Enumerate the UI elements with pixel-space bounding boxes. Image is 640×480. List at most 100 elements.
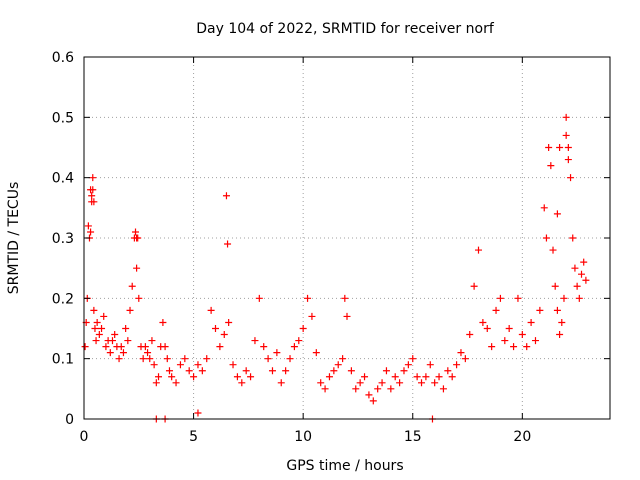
data-point (159, 318, 167, 326)
data-point (126, 306, 134, 314)
data-point (90, 198, 98, 206)
data-point (339, 355, 347, 363)
data-point (128, 282, 136, 290)
data-point (100, 312, 108, 320)
data-point (435, 373, 443, 381)
y-tick-label: 0.5 (52, 110, 74, 126)
data-point (247, 373, 255, 381)
data-point (439, 385, 447, 393)
data-point (185, 367, 193, 375)
data-point (564, 156, 572, 164)
data-point (582, 276, 590, 284)
data-point (122, 325, 130, 332)
data-point (514, 294, 522, 302)
data-point (444, 367, 452, 375)
data-point (387, 385, 395, 393)
data-point (290, 343, 298, 351)
data-point (475, 246, 482, 254)
y-axis-label: SRMTID / TECUs (6, 182, 22, 295)
data-point (238, 379, 246, 387)
data-point (334, 361, 342, 369)
data-point (134, 234, 142, 242)
data-point (194, 361, 202, 369)
data-point (391, 373, 399, 381)
data-point (176, 361, 184, 369)
data-point (374, 385, 382, 393)
data-point (347, 367, 355, 375)
data-point (343, 312, 351, 320)
data-point (369, 397, 377, 405)
data-point (141, 343, 149, 351)
data-point (505, 325, 513, 332)
data-point (466, 331, 474, 339)
data-point (567, 174, 575, 182)
data-point (488, 343, 496, 351)
data-point (501, 337, 509, 345)
x-tick-label: 10 (294, 429, 312, 445)
data-point (571, 264, 579, 272)
data-point (84, 222, 92, 230)
data-point (540, 204, 548, 212)
data-point (422, 373, 430, 381)
data-point (562, 113, 570, 121)
data-point (453, 361, 461, 369)
data-point (580, 258, 588, 266)
data-point (558, 318, 566, 326)
data-point (148, 337, 156, 345)
data-point (163, 355, 171, 363)
data-point (115, 355, 123, 363)
data-point (132, 228, 140, 236)
x-tick-label: 20 (513, 429, 531, 445)
data-point (172, 379, 180, 387)
data-point (483, 325, 491, 332)
data-point (492, 306, 500, 314)
data-point (365, 391, 373, 399)
data-point (135, 294, 143, 302)
data-point (531, 337, 539, 345)
data-point (212, 325, 219, 332)
data-point (150, 361, 158, 369)
data-point (542, 234, 550, 242)
data-point (277, 379, 285, 387)
data-point (461, 355, 469, 363)
data-point (220, 331, 228, 339)
data-point (549, 246, 557, 254)
data-point (551, 282, 559, 290)
y-tick-label: 0.2 (52, 291, 74, 307)
data-point (273, 349, 281, 357)
data-point (155, 373, 163, 381)
data-point (207, 306, 215, 314)
x-tick-label: 5 (189, 429, 198, 445)
data-point (133, 264, 141, 272)
y-tick-label: 0.6 (52, 50, 74, 66)
data-point (378, 379, 386, 387)
data-point (308, 312, 316, 320)
data-point (251, 337, 259, 345)
data-point (216, 343, 224, 351)
data-point (190, 373, 198, 381)
data-point (89, 186, 97, 194)
data-point (89, 174, 97, 182)
data-point (413, 373, 421, 381)
data-point (400, 367, 408, 375)
data-point (556, 144, 564, 151)
data-point (312, 349, 320, 357)
data-point (556, 331, 564, 339)
x-axis-label: GPS time / hours (286, 458, 403, 474)
data-point (562, 131, 570, 139)
data-point (260, 343, 268, 351)
axis-ticks: 0 0.1 0.2 0.3 0.4 0.5 0.6 0 5 10 15 20 (52, 50, 610, 445)
data-point (404, 361, 412, 369)
data-point (325, 373, 333, 381)
y-tick-label: 0.4 (52, 171, 74, 187)
data-point (168, 373, 176, 381)
data-point (225, 318, 233, 326)
data-point (198, 367, 206, 375)
data-point (409, 355, 417, 363)
data-point (161, 343, 169, 351)
data-point (448, 373, 456, 381)
x-tick-label: 15 (404, 429, 422, 445)
data-point (194, 409, 202, 417)
data-point (108, 337, 116, 345)
data-point (396, 379, 404, 387)
